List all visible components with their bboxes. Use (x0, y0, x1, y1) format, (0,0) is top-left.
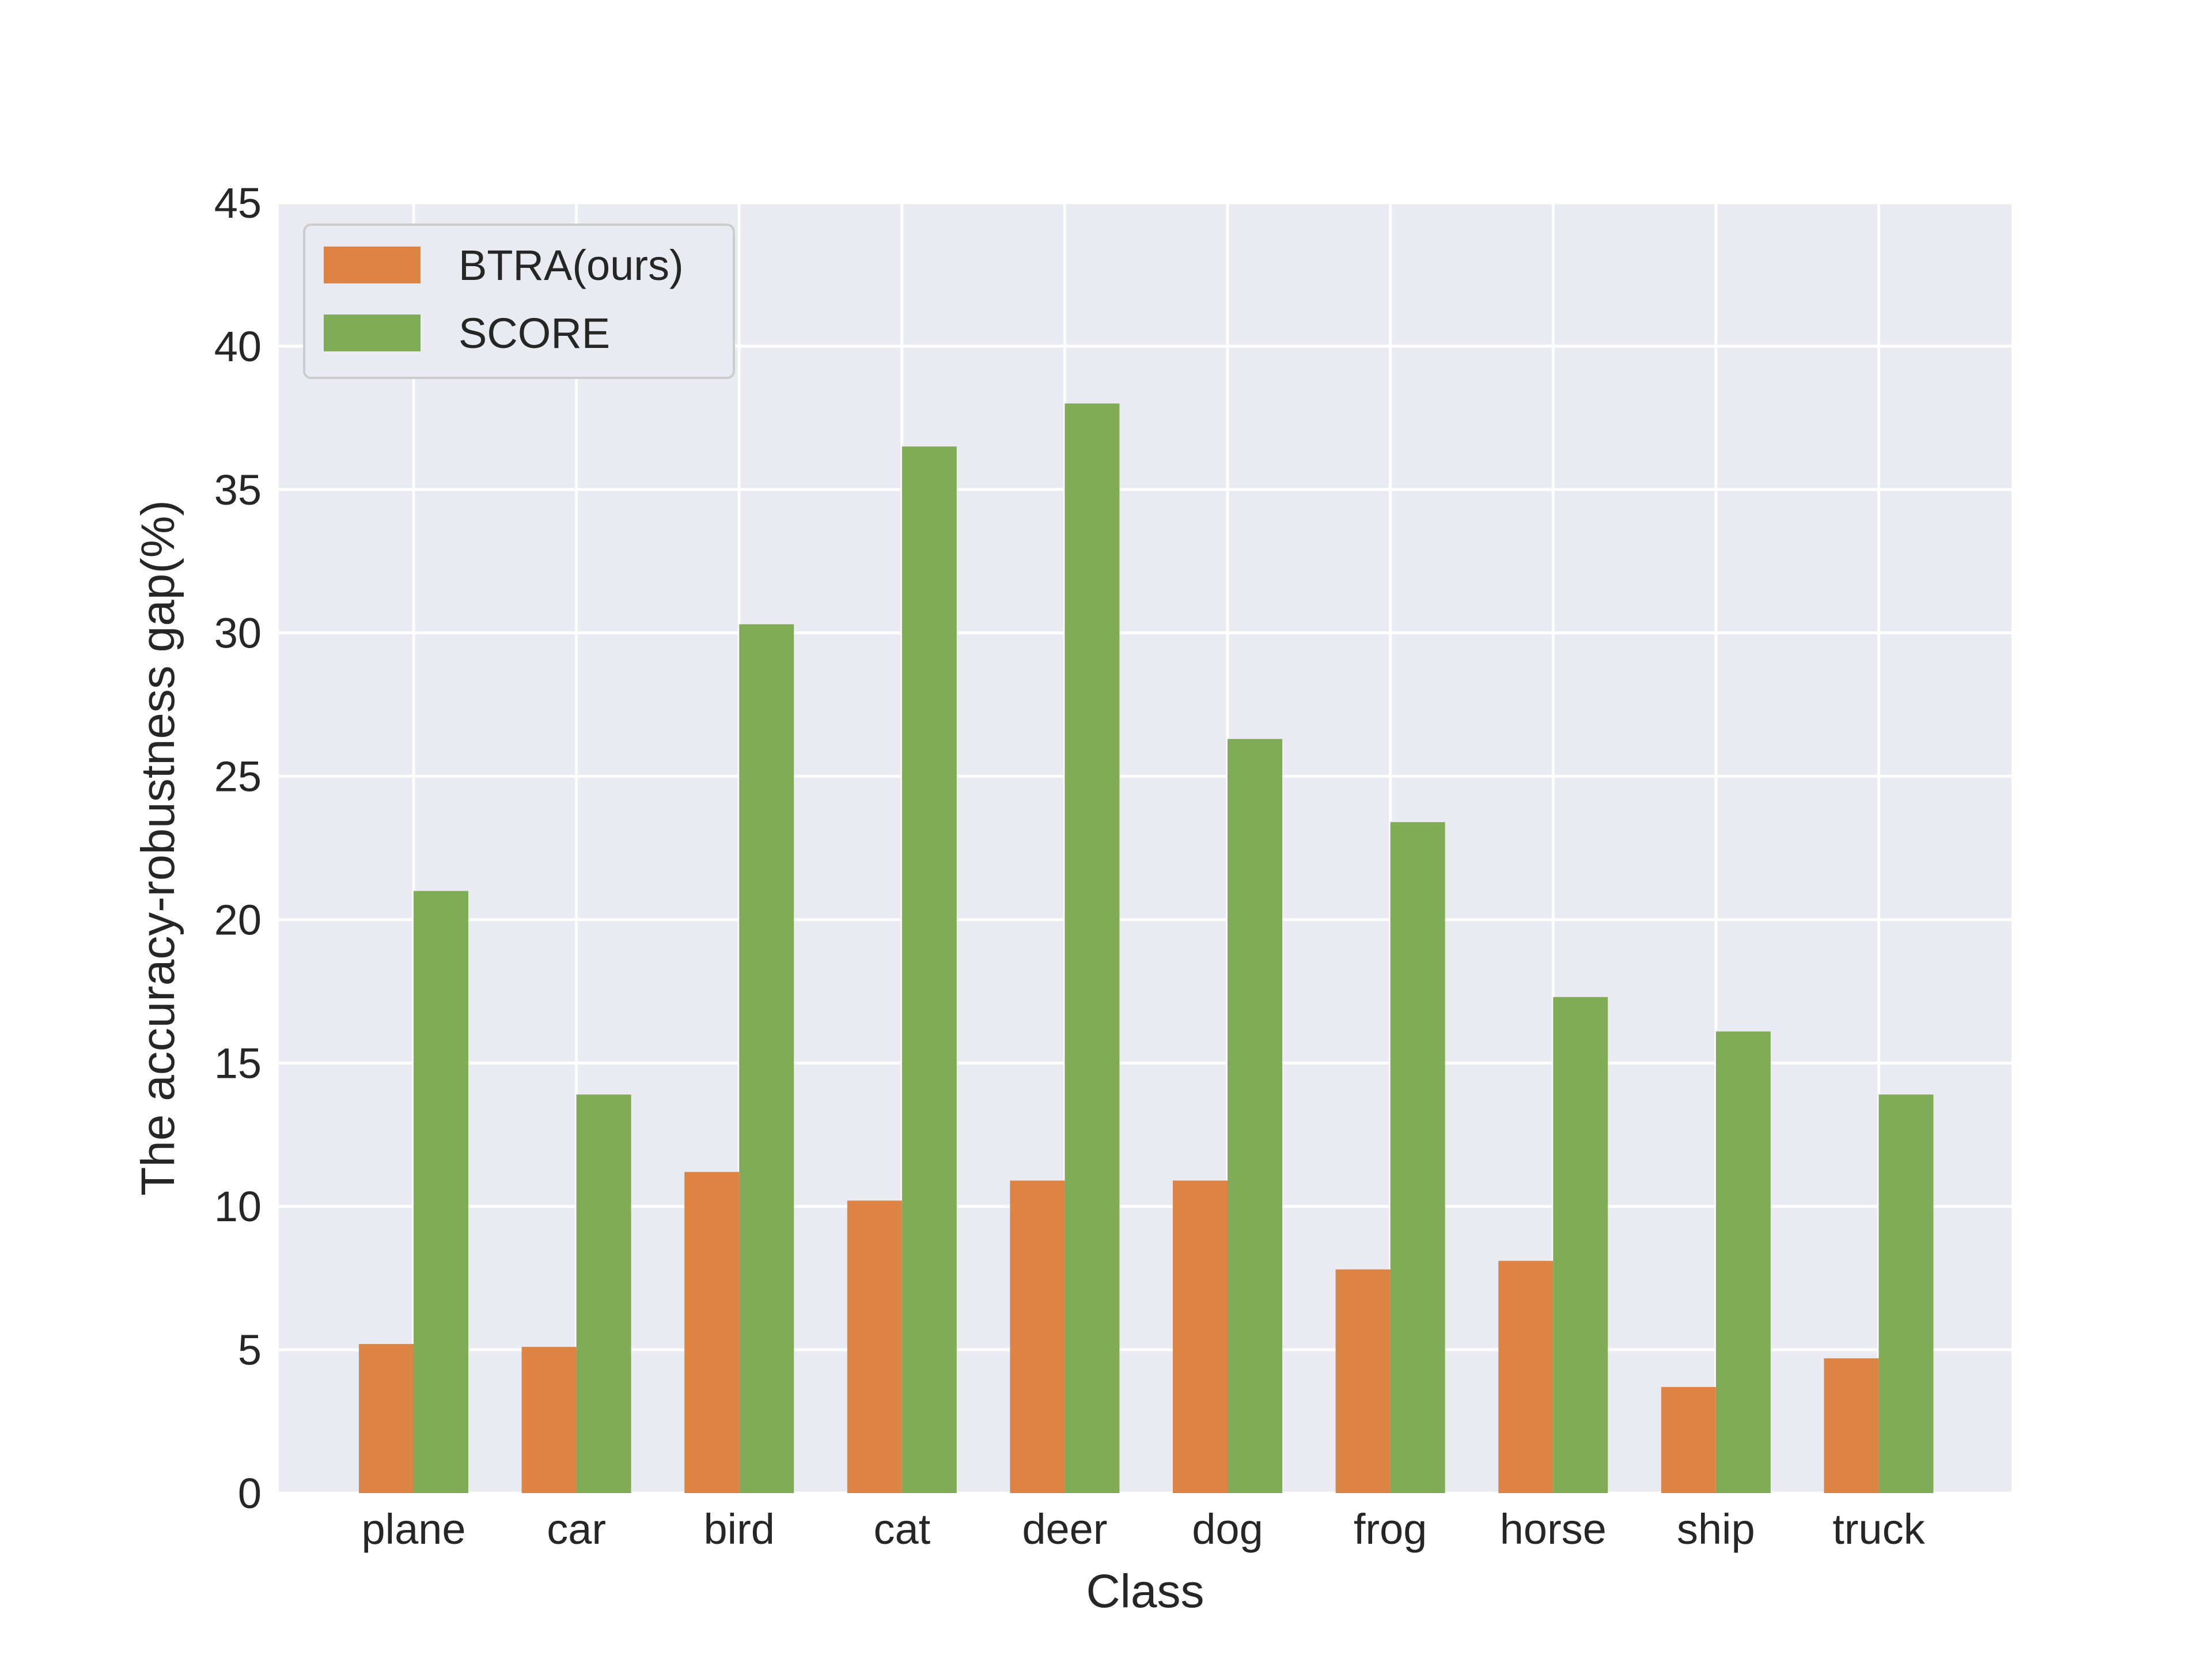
bar-btra-ours-horse (1498, 1260, 1554, 1493)
x-tick-label: horse (1500, 1505, 1607, 1553)
bar-btra-ours-frog (1335, 1269, 1391, 1493)
y-tick-label: 45 (214, 179, 262, 227)
x-tick-label: car (547, 1505, 606, 1553)
y-tick-label: 5 (238, 1326, 262, 1374)
x-tick-label: bird (703, 1505, 774, 1553)
bar-score-dog (1228, 738, 1282, 1493)
y-tick-label: 40 (214, 323, 262, 370)
bar-score-frog (1390, 822, 1445, 1493)
y-tick-label: 15 (214, 1039, 262, 1087)
y-tick-label: 30 (214, 609, 262, 657)
bar-btra-ours-dog (1173, 1180, 1228, 1493)
legend-label-score: SCORE (459, 309, 610, 357)
legend-label-btra: BTRA(ours) (459, 241, 684, 289)
x-tick-label: ship (1677, 1505, 1755, 1553)
bar-btra-ours-cat (847, 1200, 902, 1493)
y-tick-label: 10 (214, 1183, 262, 1230)
y-tick-label: 0 (238, 1469, 262, 1517)
bar-btra-ours-ship (1661, 1387, 1716, 1493)
x-tick-label: plane (361, 1505, 465, 1553)
bar-score-car (576, 1094, 631, 1493)
y-axis-label: The accuracy-robustness gap(%) (132, 500, 184, 1196)
x-tick-label: deer (1022, 1505, 1107, 1553)
bar-btra-ours-bird (684, 1172, 740, 1493)
x-tick-label: truck (1832, 1505, 1925, 1553)
bars (359, 403, 1934, 1493)
x-tick-label: cat (873, 1505, 930, 1553)
y-tick-labels: 0 5 10 15 20 25 30 35 40 45 (214, 179, 262, 1517)
x-tick-label: dog (1192, 1505, 1263, 1553)
bar-score-cat (902, 446, 957, 1493)
y-tick-label: 20 (214, 896, 262, 944)
bar-btra-ours-deer (1010, 1180, 1065, 1493)
bar-score-deer (1065, 403, 1120, 1493)
legend-swatch-btra (324, 247, 421, 283)
bar-btra-ours-truck (1824, 1358, 1879, 1493)
legend-swatch-score (324, 315, 421, 351)
bar-score-ship (1715, 1031, 1771, 1493)
bar-score-horse (1553, 997, 1608, 1493)
legend: BTRA(ours) SCORE (303, 224, 735, 379)
y-tick-label: 35 (214, 466, 262, 514)
bar-score-plane (414, 891, 468, 1493)
x-tick-label: frog (1354, 1505, 1427, 1553)
y-tick-label: 25 (214, 753, 262, 801)
bar-score-bird (739, 624, 794, 1493)
x-axis-label: Class (1086, 1565, 1204, 1618)
bar-btra-ours-plane (359, 1344, 414, 1493)
x-tick-labels: plane car bird cat deer dog frog horse ship truck (361, 1505, 1925, 1553)
bar-btra-ours-car (521, 1347, 577, 1493)
bar-score-truck (1878, 1094, 1934, 1493)
